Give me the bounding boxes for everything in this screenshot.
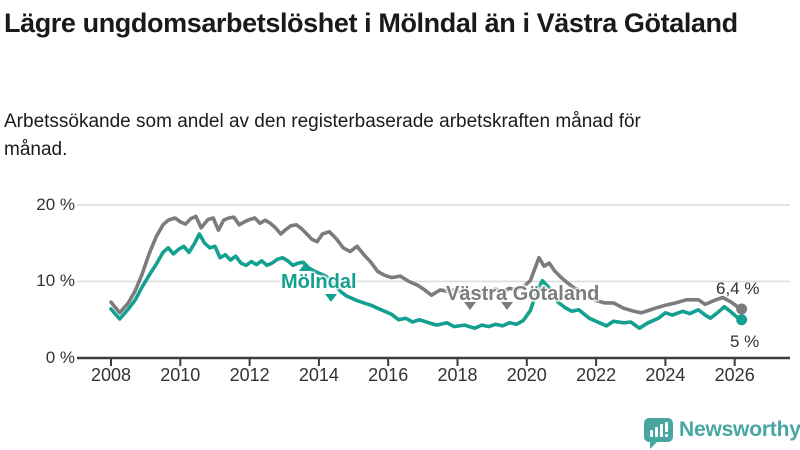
series-line-m-lndal xyxy=(109,232,744,331)
end-value-label-molndal: 5 % xyxy=(730,332,760,351)
series-lines xyxy=(109,214,744,331)
x-tick-label: 2018 xyxy=(437,365,478,385)
label-pointer-down-icon xyxy=(501,302,513,310)
y-tick-label: 20 % xyxy=(36,194,75,214)
newsworthy-logo-text: Newsworthy xyxy=(679,418,800,441)
y-tick-label: 10 % xyxy=(36,271,75,291)
x-tick-label: 2014 xyxy=(298,365,339,385)
y-tick-label: 0 % xyxy=(45,348,75,367)
end-value-label-vastra-gotaland: 6,4 % xyxy=(716,279,760,298)
x-axis xyxy=(77,356,790,366)
page-title: Lägre ungdomsarbetslöshet i Mölndal än i… xyxy=(4,8,738,38)
series-label-molndal: Mölndal xyxy=(281,271,357,293)
x-tick-label: 2022 xyxy=(576,365,617,385)
page-subtitle: Arbetssökande som andel av den registerb… xyxy=(4,111,641,160)
label-pointer-down-icon xyxy=(464,302,476,310)
series-label-vastra-gotaland: Västra Götaland xyxy=(446,283,600,305)
x-tick-label: 2026 xyxy=(714,365,755,385)
x-tick-label: 2024 xyxy=(645,365,686,385)
label-pointer-down-icon xyxy=(325,294,337,302)
label-pointer-up-icon xyxy=(299,263,311,271)
series-end-dots xyxy=(736,303,748,326)
x-tick-label: 2010 xyxy=(160,365,201,385)
series-line-v-stra-g-taland xyxy=(109,214,744,315)
x-tick-label: 2020 xyxy=(506,365,547,385)
x-tick-label: 2008 xyxy=(90,365,132,385)
x-tick-label: 2016 xyxy=(368,365,409,385)
newsworthy-logo-icon xyxy=(644,418,673,449)
x-tick-label: 2012 xyxy=(229,365,270,385)
gridlines xyxy=(77,204,790,283)
series-end-dot xyxy=(736,314,748,326)
series-end-dot xyxy=(736,303,748,315)
newsworthy-logo: Newsworthy xyxy=(644,417,800,449)
